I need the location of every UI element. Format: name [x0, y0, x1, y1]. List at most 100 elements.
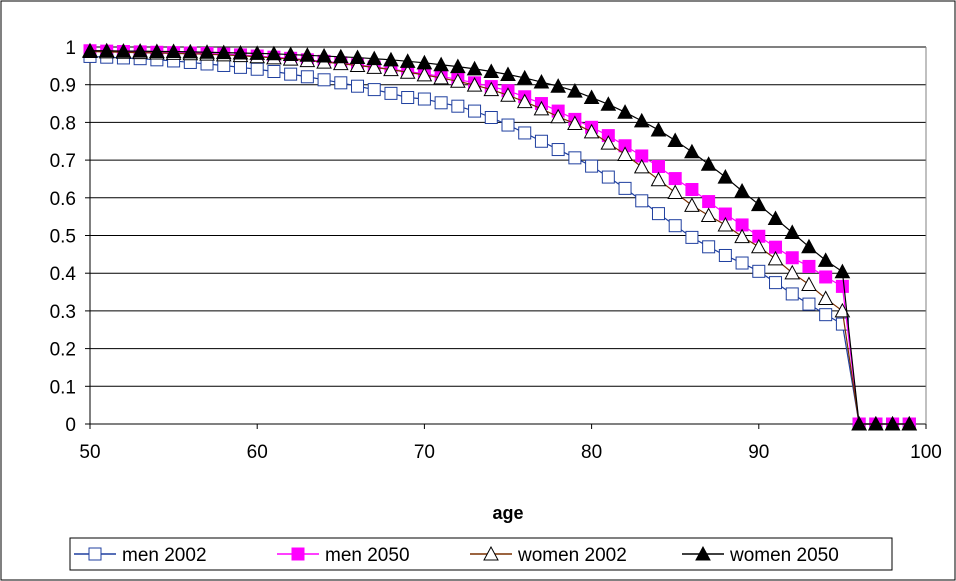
- data-point: [585, 159, 599, 173]
- axes: [85, 46, 927, 429]
- data-point: [667, 132, 684, 147]
- data-point: [801, 238, 817, 254]
- x-axis-title: age: [492, 503, 523, 523]
- data-point: [735, 256, 749, 270]
- data-point: [633, 158, 650, 174]
- data-point: [835, 279, 849, 293]
- data-point: [901, 415, 918, 431]
- data-point: [98, 42, 115, 58]
- data-point: [567, 83, 583, 98]
- data-point: [769, 276, 783, 290]
- data-point: [767, 210, 784, 226]
- data-point: [650, 171, 667, 187]
- data-point: [434, 96, 448, 110]
- data-point: [651, 207, 665, 221]
- data-point: [684, 197, 700, 212]
- data-point: [702, 240, 716, 254]
- data-point: [600, 96, 617, 111]
- data-point: [451, 99, 465, 113]
- data-point: [351, 79, 365, 93]
- data-point: [868, 415, 884, 431]
- y-tick-label: 1: [65, 38, 76, 59]
- data-point: [785, 287, 799, 301]
- data-point: [316, 47, 332, 63]
- data-point: [685, 183, 699, 197]
- data-point: [633, 112, 650, 128]
- data-point: [383, 61, 399, 77]
- data-point: [819, 270, 833, 284]
- data-point: [416, 66, 433, 82]
- y-tick-label: 0: [65, 415, 76, 436]
- data-point: [617, 146, 633, 161]
- data-point: [399, 53, 416, 68]
- y-tick-label: 0.3: [50, 302, 76, 323]
- data-point: [784, 264, 801, 280]
- data-point: [401, 91, 415, 105]
- data-point: [601, 170, 615, 184]
- data-point: [199, 44, 215, 59]
- legend-marker: [483, 545, 499, 561]
- data-point: [851, 415, 867, 431]
- data-point: [567, 115, 583, 131]
- data-point: [718, 248, 732, 262]
- data-point: [115, 43, 132, 58]
- data-point: [785, 251, 799, 265]
- data-point: [366, 59, 383, 74]
- series-layer: [82, 42, 918, 431]
- data-point: [700, 207, 717, 223]
- data-point: [399, 64, 416, 79]
- data-point: [667, 184, 684, 200]
- data-point: [249, 45, 266, 60]
- data-point: [484, 110, 498, 124]
- legend-item: women 2050: [682, 545, 839, 566]
- data-point: [349, 49, 366, 65]
- data-point: [700, 156, 717, 171]
- data-point: [750, 196, 767, 212]
- data-point: [668, 172, 682, 186]
- data-point: [717, 169, 734, 184]
- data-point: [266, 45, 282, 61]
- x-tick-label: 100: [910, 442, 942, 463]
- legend-marker: [695, 545, 711, 561]
- data-point: [417, 92, 431, 106]
- x-tick-label: 60: [247, 442, 268, 463]
- y-tick-label: 0.6: [50, 189, 76, 210]
- data-point: [635, 194, 649, 208]
- x-tick-label: 80: [581, 442, 602, 463]
- data-point: [299, 47, 316, 62]
- y-tick-label: 0.7: [50, 151, 76, 172]
- data-point: [600, 135, 617, 150]
- data-point: [366, 50, 383, 66]
- legend-marker: [291, 547, 305, 561]
- x-tick-label: 50: [79, 442, 100, 463]
- data-point: [884, 415, 901, 431]
- data-point: [533, 100, 550, 116]
- data-point: [618, 181, 632, 195]
- data-point: [734, 182, 750, 198]
- legend-label: women 2002: [517, 545, 627, 566]
- data-point: [349, 57, 366, 72]
- data-point: [752, 264, 766, 278]
- data-point: [466, 60, 483, 76]
- data-point: [334, 76, 348, 90]
- data-point: [817, 290, 834, 305]
- y-tick-label: 0.5: [50, 227, 76, 248]
- y-tick-labels: 0 0.1 0.2 0.3 0.4 0.5 0.6 0.7 0.8 0.9 1: [50, 38, 77, 436]
- legend-item: women 2002: [470, 545, 627, 566]
- data-point: [702, 195, 716, 209]
- series-women-2050: [82, 42, 918, 431]
- data-point: [717, 216, 734, 232]
- data-point: [550, 78, 566, 93]
- data-point: [583, 123, 600, 139]
- data-point: [802, 259, 816, 273]
- y-tick-label: 0.1: [50, 377, 76, 398]
- data-point: [250, 62, 264, 76]
- data-point: [317, 73, 331, 87]
- y-tick-label: 0.8: [50, 113, 76, 134]
- data-point: [819, 308, 833, 322]
- data-point: [518, 126, 532, 140]
- data-point: [483, 63, 500, 79]
- data-point: [534, 134, 548, 148]
- data-point: [734, 228, 750, 244]
- data-point: [685, 230, 699, 244]
